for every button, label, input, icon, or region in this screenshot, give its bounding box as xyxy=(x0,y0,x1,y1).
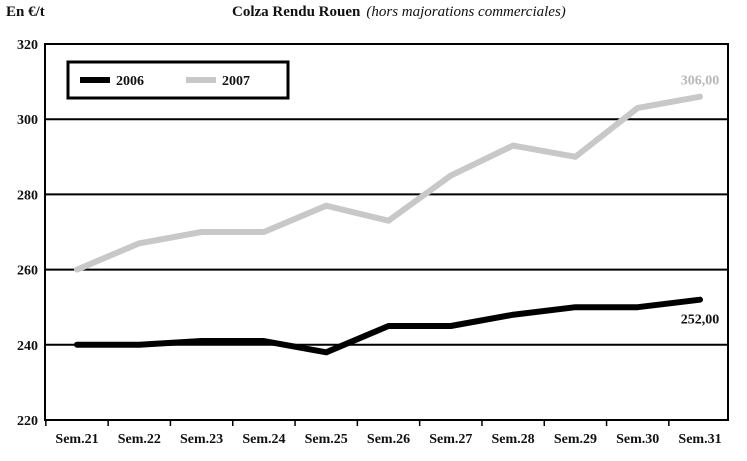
chart-title: Colza Rendu Rouen xyxy=(232,4,361,20)
chart-subtitle: (hors majorations commerciales) xyxy=(366,4,566,20)
chart-title-block: Colza Rendu Rouen (hors majorations comme… xyxy=(232,4,566,21)
x-tick-label: Sem.22 xyxy=(118,432,161,447)
x-tick-label: Sem.23 xyxy=(180,432,223,447)
x-tick-label: Sem.24 xyxy=(242,432,285,447)
y-tick-label: 240 xyxy=(17,339,38,354)
plot-frame xyxy=(44,43,729,421)
x-tick-label: Sem.30 xyxy=(616,432,659,447)
y-tick-label: 280 xyxy=(17,188,38,203)
y-tick-label: 300 xyxy=(17,113,38,128)
legend-label-2007: 2007 xyxy=(222,74,250,89)
series-line-2006 xyxy=(74,296,703,356)
x-tick-label: Sem.29 xyxy=(554,432,597,447)
legend-label-2006: 2006 xyxy=(116,74,144,89)
x-tick-label: Sem.27 xyxy=(429,432,472,447)
y-tick-label: 220 xyxy=(17,414,38,429)
x-tick-label: Sem.26 xyxy=(367,432,410,447)
x-tick-label: Sem.31 xyxy=(678,432,721,447)
data-label-2007: 306,00 xyxy=(681,74,720,89)
x-tick-label: Sem.28 xyxy=(492,432,535,447)
y-tick-label: 320 xyxy=(17,38,38,53)
x-tick-label: Sem.25 xyxy=(305,432,348,447)
series-line-2007 xyxy=(74,93,703,273)
y-tick-label: 260 xyxy=(17,264,38,279)
y-unit-label: En €/t xyxy=(6,4,45,20)
data-label-2006: 252,00 xyxy=(681,313,720,328)
x-tick-label: Sem.21 xyxy=(55,432,98,447)
